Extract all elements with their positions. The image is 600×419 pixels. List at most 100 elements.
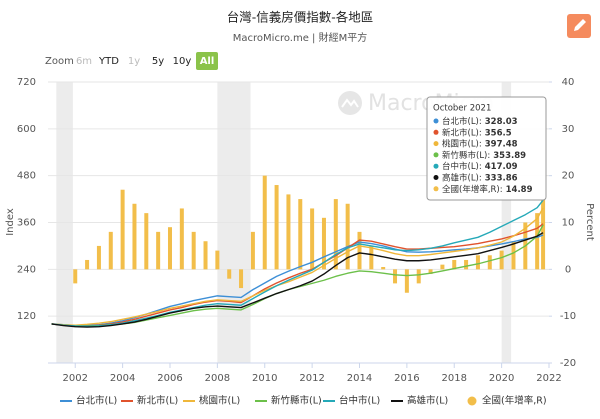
bar bbox=[239, 269, 244, 289]
bar bbox=[286, 194, 291, 270]
bar bbox=[393, 269, 398, 284]
bar bbox=[511, 241, 516, 270]
zoom-button[interactable]: 6m bbox=[76, 56, 92, 67]
zoom-button-bg[interactable] bbox=[196, 52, 218, 70]
tooltip-dot bbox=[433, 141, 439, 147]
line-series bbox=[51, 199, 544, 328]
tooltip-dot bbox=[433, 163, 439, 169]
bar bbox=[250, 231, 255, 270]
legend: 台北市(L) 新北市(L) 桃園市(L) 新竹縣市(L) 台中市(L) 高雄市(L) 全國(… bbox=[60, 395, 547, 407]
bar bbox=[120, 189, 125, 270]
bar bbox=[274, 185, 279, 270]
y-tick-label: 600 bbox=[17, 124, 36, 135]
edit-icon[interactable] bbox=[574, 19, 586, 31]
y-axis-title: Index bbox=[5, 208, 16, 236]
x-tick-label: 2020 bbox=[489, 373, 514, 384]
tooltip-value: 356.5 bbox=[485, 128, 512, 138]
tooltip-value: 333.86 bbox=[485, 173, 518, 183]
bar bbox=[499, 250, 504, 270]
zoom-button[interactable]: YTD bbox=[98, 56, 119, 67]
x-tick-label: 2008 bbox=[205, 373, 230, 384]
y2-tick-label: 0 bbox=[565, 264, 571, 275]
bar bbox=[132, 203, 137, 270]
zoom-button[interactable]: 10y bbox=[173, 56, 192, 67]
tooltip-series-name: 全國(年增率,R): bbox=[442, 183, 503, 194]
zoom-label: Zoom bbox=[45, 56, 74, 67]
bar bbox=[96, 245, 101, 270]
bar bbox=[144, 213, 149, 270]
zoom-button[interactable]: 5y bbox=[152, 56, 164, 67]
lines bbox=[51, 199, 544, 328]
tooltip-series-name: 高雄市(L): bbox=[442, 172, 482, 183]
tooltip-dot bbox=[433, 129, 439, 135]
bar bbox=[227, 269, 232, 279]
tooltip-series-name: 台北市(L): bbox=[442, 116, 482, 127]
line-series bbox=[51, 232, 544, 328]
chart-subtitle: MacroMicro.me | 財經M平方 bbox=[233, 31, 367, 44]
tooltip-dot bbox=[433, 152, 439, 158]
tooltip-series-name: 桃園市(L): bbox=[442, 138, 482, 149]
y2-tick-label: 10 bbox=[562, 218, 575, 229]
bar bbox=[440, 264, 445, 270]
bar bbox=[369, 245, 374, 270]
zoom-button[interactable]: All bbox=[200, 56, 215, 67]
y-tick-label: 720 bbox=[17, 77, 36, 88]
tooltip-series-name: 新竹縣市(L): bbox=[442, 149, 490, 160]
tooltip-title: October 2021 bbox=[433, 104, 491, 114]
bar bbox=[321, 217, 326, 270]
line-series bbox=[51, 207, 544, 326]
zoom-button[interactable]: 1y bbox=[128, 56, 140, 67]
bar bbox=[310, 208, 315, 270]
range-selector: Zoom 6m YTD 1y 5y 10y All bbox=[45, 52, 218, 70]
bar bbox=[215, 250, 220, 270]
tooltip-value: 397.48 bbox=[485, 139, 518, 149]
legend-label[interactable]: 桃園市(L) bbox=[199, 395, 240, 407]
y2-tick-label: 30 bbox=[562, 124, 575, 135]
bar bbox=[179, 208, 184, 270]
y2-tick-label: 40 bbox=[562, 77, 575, 88]
x-tick-label: 2002 bbox=[63, 373, 88, 384]
legend-label[interactable]: 台中市(L) bbox=[339, 395, 380, 407]
x-tick-label: 2012 bbox=[299, 373, 324, 384]
bar bbox=[203, 241, 208, 270]
bar bbox=[381, 266, 386, 270]
bar bbox=[298, 199, 303, 270]
bar bbox=[156, 231, 161, 270]
tooltip-box bbox=[426, 96, 547, 201]
edit-button[interactable] bbox=[567, 14, 591, 38]
x-tick-label: 2022 bbox=[536, 373, 561, 384]
line-series bbox=[51, 224, 544, 327]
y2-tick-label: 20 bbox=[562, 171, 575, 182]
bar bbox=[464, 259, 469, 270]
tooltip-value: 328.03 bbox=[485, 117, 518, 127]
legend-label[interactable]: 新竹縣市(L) bbox=[271, 395, 322, 407]
bar bbox=[262, 175, 267, 270]
legend-label[interactable]: 新北市(L) bbox=[137, 395, 178, 407]
tooltip-series-name: 新北市(L): bbox=[442, 127, 482, 138]
bar bbox=[167, 227, 172, 270]
line-series bbox=[51, 234, 544, 327]
legend-symbol[interactable] bbox=[467, 396, 477, 406]
tooltip-entry: 台中市(L):417.09 bbox=[442, 161, 518, 172]
bar bbox=[452, 259, 457, 270]
line-series bbox=[51, 223, 544, 328]
legend-label[interactable]: 高雄市(L) bbox=[407, 395, 448, 407]
axes: 120 240 360 480 600 720 -20 -10 0 10 20 30 40 2002 200… bbox=[17, 77, 576, 384]
legend-label[interactable]: 全國(年增率,R) bbox=[482, 395, 547, 407]
tooltip-entry: 高雄市(L):333.86 bbox=[442, 172, 518, 183]
y2-tick-label: -10 bbox=[560, 311, 576, 322]
legend-label[interactable]: 台北市(L) bbox=[76, 395, 117, 407]
bar bbox=[541, 199, 546, 270]
tooltip-entry: 全國(年增率,R):14.89 bbox=[442, 183, 533, 194]
x-tick-label: 2010 bbox=[252, 373, 277, 384]
tooltip-dot bbox=[433, 186, 439, 192]
bar bbox=[428, 269, 433, 275]
tooltip-entry: 台北市(L):328.03 bbox=[442, 116, 518, 127]
tooltip-value: 353.89 bbox=[493, 150, 526, 160]
y-tick-label: 120 bbox=[17, 311, 36, 322]
bar bbox=[487, 255, 492, 270]
bar bbox=[475, 255, 480, 270]
bars bbox=[73, 175, 546, 293]
tooltip-series-name: 台中市(L): bbox=[442, 161, 482, 172]
tooltip-dot bbox=[433, 118, 439, 124]
